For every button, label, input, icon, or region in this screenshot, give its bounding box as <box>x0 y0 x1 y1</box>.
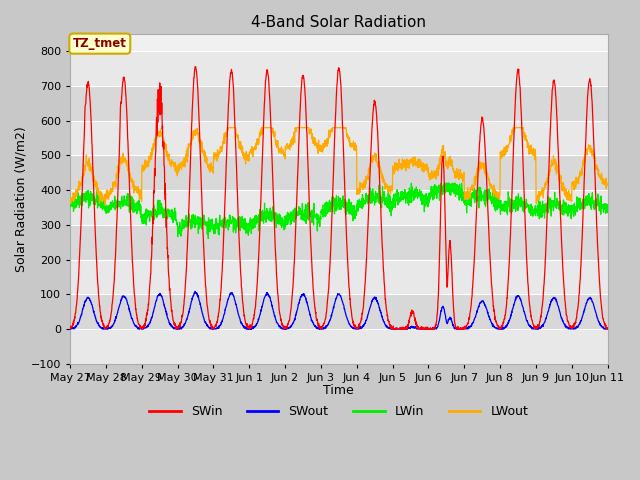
Bar <box>70 225 607 260</box>
SWin <box>495 325 503 331</box>
SWin <box>557 213 564 219</box>
Bar <box>70 86 607 121</box>
SWout <box>572 324 579 330</box>
Line: LWout: LWout <box>70 128 607 205</box>
LWin <box>67 201 74 206</box>
LWout <box>572 180 579 186</box>
Bar <box>70 329 607 364</box>
LWin <box>204 236 212 241</box>
SWout <box>495 326 503 332</box>
LWin <box>604 205 611 211</box>
SWout <box>67 326 74 332</box>
SWin <box>138 326 145 332</box>
SWin <box>217 292 225 298</box>
Bar <box>70 156 607 190</box>
LWout <box>67 197 74 203</box>
Bar <box>70 260 607 294</box>
Bar <box>70 51 607 86</box>
Line: SWout: SWout <box>70 291 607 329</box>
LWin <box>408 180 415 186</box>
SWout <box>557 312 564 317</box>
LWout <box>367 165 374 171</box>
LWin <box>355 208 362 214</box>
LWout <box>355 188 362 194</box>
Bar <box>70 121 607 156</box>
SWin <box>367 163 374 169</box>
SWout <box>217 322 225 327</box>
LWout <box>557 176 564 182</box>
SWout <box>67 325 74 331</box>
Text: TZ_tmet: TZ_tmet <box>73 37 127 50</box>
LWin <box>572 212 579 218</box>
Bar <box>70 190 607 225</box>
SWout <box>367 304 374 310</box>
SWout <box>355 325 362 331</box>
SWin <box>604 325 611 331</box>
LWout <box>495 197 503 203</box>
SWin <box>67 325 74 331</box>
LWout <box>604 182 611 188</box>
Y-axis label: Solar Radiation (W/m2): Solar Radiation (W/m2) <box>15 126 28 272</box>
Bar <box>70 294 607 329</box>
LWin <box>557 200 564 206</box>
Legend: SWin, SWout, LWin, LWout: SWin, SWout, LWin, LWout <box>145 400 533 423</box>
SWin <box>355 324 362 329</box>
Line: LWin: LWin <box>70 183 607 239</box>
LWin <box>216 219 224 225</box>
Title: 4-Band Solar Radiation: 4-Band Solar Radiation <box>252 15 426 30</box>
Line: SWin: SWin <box>70 67 607 329</box>
LWout <box>223 125 231 131</box>
X-axis label: Time: Time <box>323 384 354 397</box>
SWin <box>572 319 579 325</box>
LWin <box>366 185 374 191</box>
SWout <box>604 326 611 332</box>
SWin <box>191 64 199 70</box>
LWout <box>101 203 109 208</box>
LWout <box>216 144 224 150</box>
SWout <box>191 288 199 294</box>
LWin <box>495 198 503 204</box>
